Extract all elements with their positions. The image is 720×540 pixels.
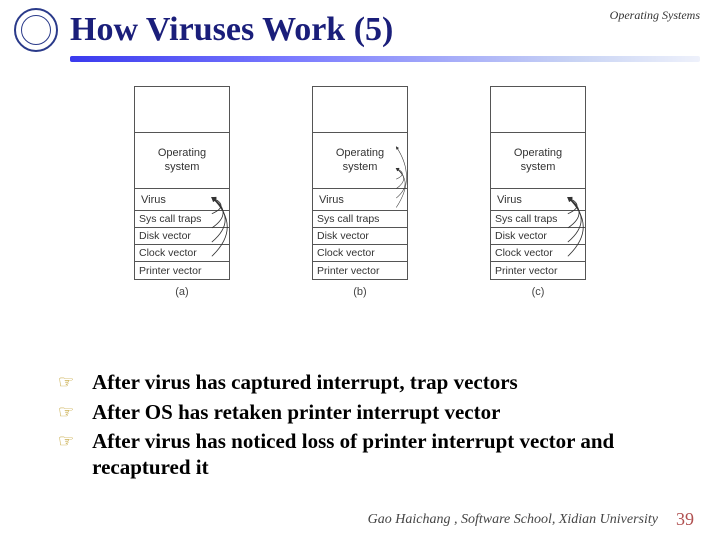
bullet-text: After virus has noticed loss of printer … [92,429,680,480]
memory-stack: OperatingsystemVirusSys call trapsDisk v… [490,86,586,280]
diagram-caption: (c) [532,286,545,298]
memory-stack: OperatingsystemVirusSys call trapsDisk v… [134,86,230,280]
diagram-area: OperatingsystemVirusSys call trapsDisk v… [0,86,720,298]
university-logo [14,8,58,52]
os-region: Operatingsystem [491,133,585,189]
vector-row: Printer vector [313,262,407,279]
vector-row: Clock vector [313,245,407,262]
vector-row: Disk vector [313,228,407,245]
course-subtitle: Operating Systems [610,8,700,23]
diagram-column: OperatingsystemVirusSys call trapsDisk v… [490,86,586,298]
vector-row: Disk vector [491,228,585,245]
vector-row: Clock vector [491,245,585,262]
vector-row: Printer vector [135,262,229,279]
page-number: 39 [676,509,694,530]
memory-stack: OperatingsystemVirusSys call trapsDisk v… [312,86,408,280]
vector-row: Sys call traps [135,211,229,228]
virus-region: Virus [135,189,229,211]
bullet-text: After virus has captured interrupt, trap… [92,370,518,396]
vector-row: Sys call traps [491,211,585,228]
blank-region [313,87,407,133]
os-region: Operatingsystem [135,133,229,189]
os-region: Operatingsystem [313,133,407,189]
virus-region: Virus [313,189,407,211]
diagram-caption: (b) [353,286,366,298]
footer: Gao Haichang , Software School, Xidian U… [368,512,694,528]
bullet-item: ☞ After virus has noticed loss of printer… [58,429,680,480]
vector-row: Disk vector [135,228,229,245]
blank-region [491,87,585,133]
bullet-text: After OS has retaken printer interrupt v… [92,400,500,426]
vector-row: Printer vector [491,262,585,279]
slide: How Viruses Work (5) Operating Systems O… [0,0,720,540]
vector-row: Sys call traps [313,211,407,228]
blank-region [135,87,229,133]
bullet-marker-icon: ☞ [58,372,74,393]
bullet-marker-icon: ☞ [58,431,74,452]
bullet-marker-icon: ☞ [58,402,74,423]
vector-row: Clock vector [135,245,229,262]
diagram-caption: (a) [175,286,188,298]
diagram-column: OperatingsystemVirusSys call trapsDisk v… [312,86,408,298]
logo-inner-icon [21,15,51,45]
bullet-item: ☞ After OS has retaken printer interrupt … [58,400,680,426]
virus-region: Virus [491,189,585,211]
footer-text: Gao Haichang , Software School, Xidian U… [368,512,658,527]
bullet-item: ☞ After virus has captured interrupt, tra… [58,370,680,396]
diagram-column: OperatingsystemVirusSys call trapsDisk v… [134,86,230,298]
slide-title: How Viruses Work (5) [70,11,393,49]
bullet-list: ☞ After virus has captured interrupt, tra… [58,370,680,484]
title-divider [70,56,700,62]
